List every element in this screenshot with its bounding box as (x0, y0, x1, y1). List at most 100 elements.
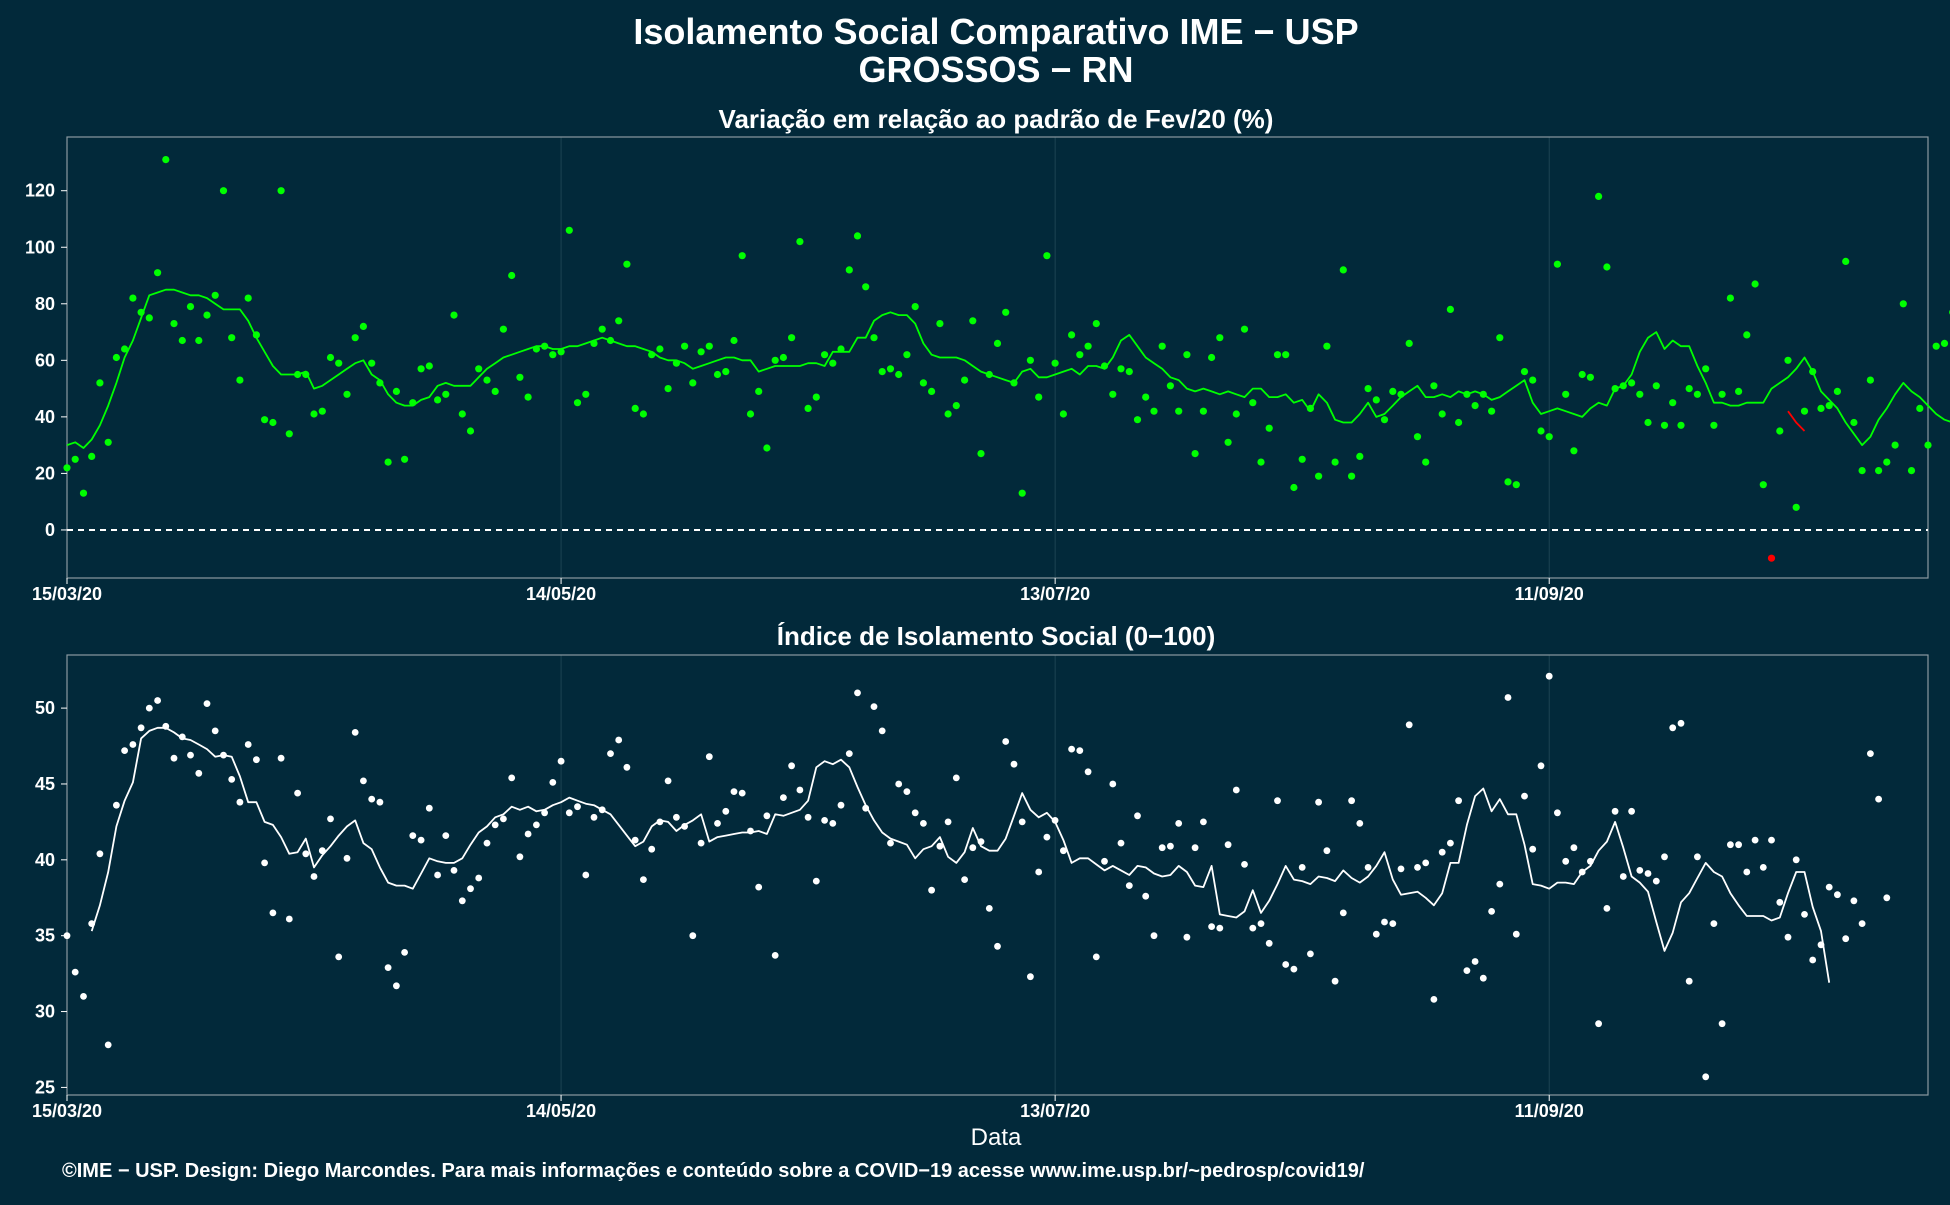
data-point (1496, 880, 1504, 888)
data-point (796, 238, 804, 246)
data-point (837, 345, 845, 353)
data-point (1249, 399, 1257, 407)
data-point (1669, 724, 1677, 732)
data-point (1331, 977, 1339, 985)
data-point (1735, 841, 1742, 849)
data-point (1356, 820, 1364, 827)
data-point (508, 271, 516, 280)
data-point (681, 342, 689, 350)
data-point (88, 452, 96, 460)
data-point (1628, 379, 1636, 387)
data-point (886, 365, 895, 373)
data-point (1142, 393, 1150, 401)
data-point (335, 359, 343, 367)
data-point (1578, 868, 1586, 876)
data-point (944, 818, 952, 826)
data-point (1759, 864, 1767, 871)
x-tick-label: 15/03/20 (32, 1101, 102, 1121)
data-point (1306, 404, 1314, 412)
variation-panel: 0 20 40 60 80 100 120 15/03/20 14/05/20 13/07/20 1… (25, 136, 1950, 604)
data-point (648, 845, 656, 853)
data-point (1743, 331, 1751, 339)
data-point (104, 438, 112, 446)
data-point (862, 283, 870, 291)
data-point (1380, 416, 1389, 424)
data-point (1274, 797, 1281, 805)
data-point (1636, 867, 1644, 874)
data-point (1545, 672, 1553, 680)
y-tick-label: 45 (35, 774, 55, 794)
data-point (1208, 923, 1215, 930)
data-point (516, 853, 524, 861)
data-point (878, 727, 886, 735)
data-point (1068, 331, 1076, 339)
data-point (870, 703, 878, 710)
data-point (763, 444, 771, 452)
data-point (673, 813, 680, 821)
data-point (466, 427, 475, 435)
data-point (1315, 798, 1322, 806)
top-panel-title: Variação em relação ao padrão de Fev/20 … (719, 104, 1274, 134)
y-tick-label: 40 (35, 850, 55, 870)
data-point (1076, 351, 1084, 359)
data-point (730, 788, 738, 795)
data-point (639, 410, 648, 418)
data-point (1216, 924, 1224, 932)
data-point (475, 874, 483, 882)
y-tick-label: 25 (35, 1077, 55, 1097)
data-point (903, 351, 911, 359)
data-point (1940, 339, 1949, 347)
data-point (1150, 932, 1158, 940)
data-point (1710, 421, 1718, 429)
data-point (1809, 368, 1817, 376)
data-point (969, 844, 977, 852)
data-point (1751, 280, 1759, 288)
data-point (162, 722, 170, 730)
data-point (1521, 792, 1528, 800)
data-point (1027, 973, 1034, 981)
data-point (1257, 920, 1265, 927)
data-point (1430, 382, 1438, 390)
data-point (928, 886, 935, 894)
data-point (607, 750, 614, 757)
data-point (1512, 481, 1520, 489)
x-tick-label: 15/03/20 (32, 584, 102, 604)
series-line-white (90, 726, 1831, 983)
data-point (746, 410, 755, 418)
data-point (467, 885, 474, 893)
data-point (137, 308, 145, 316)
data-point (1553, 260, 1561, 268)
data-point (664, 777, 672, 785)
data-point (1232, 410, 1240, 418)
data-point (1850, 418, 1858, 427)
data-point (187, 751, 194, 759)
data-point (154, 697, 162, 704)
data-point (697, 839, 705, 847)
data-point (936, 842, 944, 850)
data-point (261, 859, 268, 867)
data-point (1776, 898, 1784, 906)
data-point (532, 345, 541, 353)
data-point (327, 815, 334, 823)
main-subtitle: GROSSOS − RN (858, 49, 1133, 90)
data-point (1307, 950, 1314, 958)
data-point (1117, 839, 1125, 847)
isolation-index-panel: 25 30 35 40 45 50 15/03/20 14/05/20 13/07/20 11/0… (32, 654, 1929, 1121)
data-point (738, 789, 746, 797)
data-point (1792, 856, 1800, 864)
data-point (351, 729, 359, 736)
data-point (1677, 719, 1685, 727)
data-point (1570, 844, 1578, 852)
data-point (1183, 351, 1191, 359)
data-point (969, 317, 977, 325)
data-point (524, 393, 532, 401)
data-point (994, 942, 1001, 950)
data-point (1718, 1020, 1726, 1028)
data-point (219, 187, 228, 195)
data-point (195, 769, 203, 777)
data-point (557, 757, 565, 765)
x-tick-label: 13/07/20 (1020, 584, 1090, 604)
data-point (944, 410, 952, 418)
data-point (1743, 868, 1751, 876)
data-point (1520, 368, 1529, 376)
